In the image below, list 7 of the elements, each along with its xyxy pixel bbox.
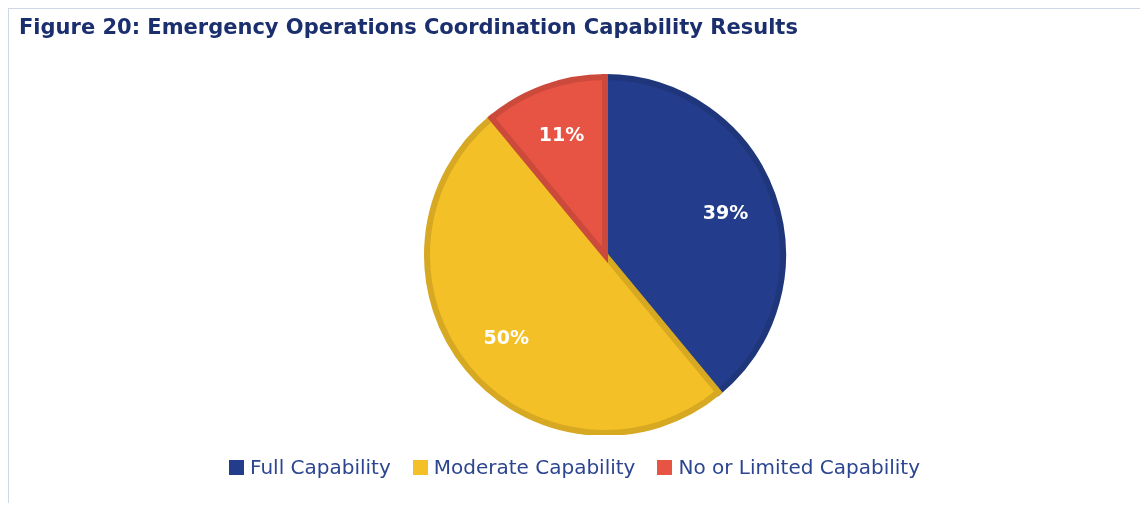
legend-label: No or Limited Capability xyxy=(678,455,920,479)
legend-label: Full Capability xyxy=(249,455,391,479)
data-label: 50% xyxy=(483,325,529,348)
data-label: 39% xyxy=(702,200,749,223)
legend-label: Moderate Capability xyxy=(433,455,636,479)
chart-title: Figure 20: Emergency Operations Coordination Capability Results xyxy=(18,14,799,41)
data-label: 11% xyxy=(538,123,585,146)
